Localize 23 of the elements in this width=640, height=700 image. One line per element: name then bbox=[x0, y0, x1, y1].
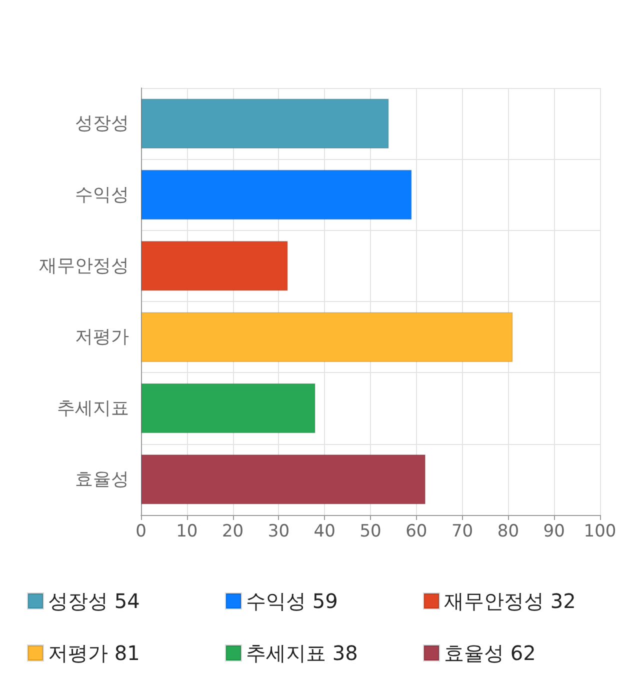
y-tick-label: 효율성 bbox=[75, 468, 129, 490]
y-tick-label: 성장성 bbox=[75, 113, 129, 134]
x-tick-label: 20 bbox=[222, 522, 244, 542]
legend-label: 저평가 81 bbox=[48, 641, 140, 665]
y-tick-label: 재무안정성 bbox=[39, 255, 129, 276]
legend-label: 효율성 62 bbox=[444, 641, 536, 665]
legend-label: 추세지표 38 bbox=[246, 641, 358, 665]
x-tick-label: 70 bbox=[451, 522, 474, 542]
legend-label: 성장성 54 bbox=[48, 589, 140, 613]
x-tick-label: 0 bbox=[136, 522, 146, 542]
x-tick-label: 60 bbox=[406, 522, 428, 542]
y-tick-label: 수익성 bbox=[75, 184, 129, 206]
x-tick-label: 90 bbox=[543, 522, 565, 542]
x-tick-label: 80 bbox=[497, 522, 520, 542]
x-tick-label: 30 bbox=[268, 522, 290, 542]
y-tick-label: 저평가 bbox=[75, 326, 129, 348]
legend-label: 수익성 59 bbox=[246, 589, 338, 613]
x-tick-label: 100 bbox=[584, 522, 616, 542]
x-tick-label: 40 bbox=[314, 522, 336, 542]
x-tick-label: 50 bbox=[360, 522, 382, 542]
x-tick-label: 10 bbox=[176, 522, 198, 542]
legend-label: 재무안정성 32 bbox=[444, 589, 576, 613]
y-tick-label: 추세지표 bbox=[57, 398, 129, 419]
